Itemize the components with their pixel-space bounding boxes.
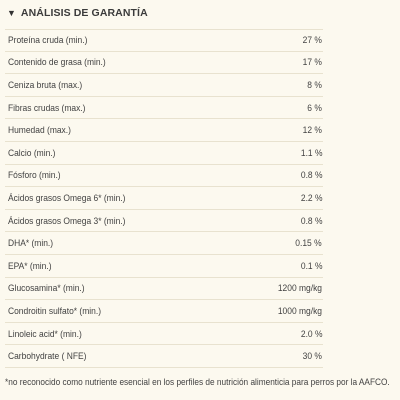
nutrient-label: EPA* (min.) [8, 260, 52, 271]
nutrient-label: Ácidos grasos Omega 6* (min.) [8, 192, 126, 203]
analysis-table: Proteína cruda (min.) 27 % Contenido de gr… [5, 29, 323, 368]
table-row: Glucosamina* (min.) 1200 mg/kg [5, 278, 323, 301]
nutrient-label: Proteína cruda (min.) [8, 35, 88, 46]
nutrient-value: 0.8 % [300, 215, 322, 226]
nutrient-label: Contenido de grasa (min.) [8, 57, 106, 68]
nutrient-value: 0.15 % [295, 238, 322, 249]
table-row: DHA* (min.) 0.15 % [5, 232, 323, 255]
table-row: Fibras crudas (max.) 6 % [5, 97, 323, 120]
nutrient-label: Fibras crudas (max.) [8, 102, 86, 113]
nutrient-value: 6 % [307, 102, 322, 113]
nutrient-value: 1200 mg/kg [277, 283, 322, 294]
section-title: ANÁLISIS DE GARANTÍA [20, 7, 148, 19]
table-row: Linoleic acid* (min.) 2.0 % [5, 323, 323, 346]
footnote: *no reconocido como nutriente esencial e… [5, 377, 390, 387]
nutrient-value: 0.1 % [300, 260, 322, 271]
nutrient-value: 2.0 % [300, 328, 322, 339]
table-row: EPA* (min.) 0.1 % [5, 255, 323, 278]
nutrient-value: 0.8 % [300, 170, 322, 181]
nutrient-value: 1.1 % [300, 147, 322, 158]
nutrient-label: Ceniza bruta (max.) [8, 79, 83, 90]
nutrient-label: Condroitin sulfato* (min.) [8, 305, 102, 316]
table-row: Contenido de grasa (min.) 17 % [5, 52, 323, 75]
nutrient-label: Linoleic acid* (min.) [8, 328, 82, 339]
table-row: Humedad (max.) 12 % [5, 119, 323, 142]
nutrient-label: Humedad (max.) [8, 125, 71, 136]
table-row: Proteína cruda (min.) 27 % [5, 29, 323, 52]
nutrient-label: Fósforo (min.) [8, 170, 61, 181]
nutrient-value: 1000 mg/kg [277, 305, 322, 316]
nutrient-value: 8 % [307, 79, 322, 90]
triangle-down-icon: ▼ [7, 7, 16, 18]
nutrient-label: Glucosamina* (min.) [8, 283, 85, 294]
nutrient-value: 27 % [302, 35, 322, 46]
nutrient-label: Carbohydrate ( NFE) [8, 351, 87, 362]
nutrient-label: Calcio (min.) [8, 147, 56, 158]
table-row: Carbohydrate ( NFE) 30 % [5, 345, 323, 368]
table-row: Condroitin sulfato* (min.) 1000 mg/kg [5, 300, 323, 323]
nutrient-value: 2.2 % [300, 192, 322, 203]
nutrient-value: 30 % [302, 351, 322, 362]
table-row: Ácidos grasos Omega 6* (min.) 2.2 % [5, 187, 323, 210]
nutrient-label: DHA* (min.) [8, 238, 54, 249]
nutrient-value: 17 % [302, 57, 322, 68]
table-row: Ceniza bruta (max.) 8 % [5, 74, 323, 97]
nutrient-label: Ácidos grasos Omega 3* (min.) [8, 215, 126, 226]
table-row: Fósforo (min.) 0.8 % [5, 165, 323, 188]
table-row: Ácidos grasos Omega 3* (min.) 0.8 % [5, 210, 323, 233]
table-row: Calcio (min.) 1.1 % [5, 142, 323, 165]
nutrient-value: 12 % [302, 125, 322, 136]
section-toggle[interactable]: ▼ ANÁLISIS DE GARANTÍA [7, 4, 148, 22]
